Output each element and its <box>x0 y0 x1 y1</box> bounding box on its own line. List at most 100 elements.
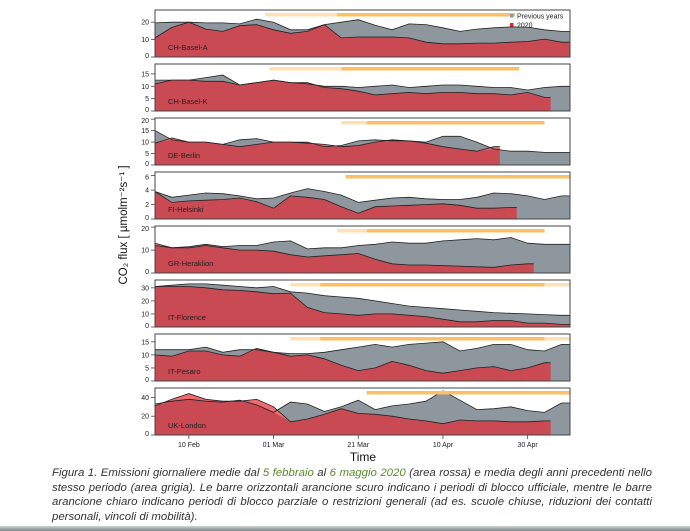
partial-restriction-bar <box>337 229 367 233</box>
y2020-area <box>155 245 534 273</box>
site-label: CH-Basel-K <box>168 97 208 106</box>
plot-area <box>155 13 570 57</box>
y2020-line <box>155 79 551 98</box>
y2020-area <box>155 399 551 435</box>
previous-years-line <box>155 341 570 354</box>
x-tick-label: 21 Mar <box>347 442 369 449</box>
site-label: UK-London <box>168 421 206 430</box>
y-tick-label: 10 <box>141 37 149 44</box>
panel-frame <box>154 333 571 382</box>
y-tick-label: 20 <box>141 298 149 305</box>
partial-restriction-bar <box>544 283 570 287</box>
site-label: DE-Berlin <box>168 151 200 160</box>
y-tick-label: 0 <box>145 107 149 114</box>
legend: Previous years 2020 <box>510 14 564 30</box>
lockdown-bar <box>341 67 520 71</box>
y-tick-label: 10 <box>141 248 149 255</box>
y-tick-label: 0 <box>145 269 149 276</box>
plot-area <box>155 67 570 111</box>
plot-area <box>155 175 570 219</box>
panel-frame <box>154 279 571 328</box>
y-tick-label: 0 <box>145 53 149 60</box>
y2020-area <box>155 22 570 57</box>
plot-area <box>155 390 570 435</box>
caption-text: (area rossa) e media degli anni preceden… <box>52 467 652 523</box>
panel-frame <box>154 117 571 166</box>
panel-frame <box>154 63 571 112</box>
y2020-area <box>155 349 551 381</box>
page-divider <box>0 526 690 531</box>
plot-area <box>155 121 570 165</box>
previous-years-line <box>155 188 570 203</box>
panel-uk-london: UK-London 0 20 40 <box>141 387 571 438</box>
x-axis-label: Time <box>350 450 377 464</box>
panel-gr-heraklion: GR-Heraklion 0 10 20 <box>141 225 571 276</box>
y-axis-label: CO₂ flux [ µmolm⁻²s⁻¹ ] <box>118 165 130 284</box>
y-tick-label: 15 <box>141 71 149 78</box>
y-tick-label: 10 <box>141 84 149 91</box>
caption-text: al <box>313 467 330 479</box>
y-tick-label: 4 <box>145 188 149 195</box>
y2020-area <box>155 139 500 165</box>
partial-restriction-bar <box>544 337 570 341</box>
partial-restriction-bar <box>269 67 342 71</box>
legend-swatch <box>510 23 514 27</box>
y2020-line <box>155 191 517 214</box>
x-tick-label: 01 Mar <box>263 442 285 449</box>
panel-de-berlin: DE-Berlin 0 5 10 15 20 <box>141 117 571 168</box>
site-label: CH-Basel-A <box>168 43 208 52</box>
panel-ch-basel-a: CH-Basel-A 0 10 20 Previous years 2020 <box>141 9 571 60</box>
panel-frame <box>154 387 571 436</box>
previous-years-line <box>155 18 570 32</box>
y-tick-label: 10 <box>141 311 149 318</box>
y-tick-label: 40 <box>141 395 149 402</box>
site-label: IT-Pesaro <box>168 367 201 376</box>
y-tick-label: 10 <box>141 140 149 147</box>
plot-area <box>155 337 570 381</box>
y2020-area <box>155 286 570 327</box>
panel-it-pesaro: IT-Pesaro 0 5 10 15 <box>141 333 571 384</box>
y2020-line <box>155 21 570 45</box>
legend-swatch <box>510 14 514 18</box>
panel-it-florence: IT-Florence 0 10 20 30 <box>141 279 571 330</box>
y2020-line <box>155 347 551 374</box>
x-tick-label: 10 Feb <box>178 442 200 449</box>
caption-date-to: 6 maggio 2020 <box>329 467 406 479</box>
previous-years-line <box>155 390 570 413</box>
y-tick-label: 10 <box>141 352 149 359</box>
y2020-area <box>155 191 517 219</box>
previous-years-line <box>155 283 570 316</box>
y-tick-label: 15 <box>141 128 149 135</box>
panel-fi-helsinki: FI-Helsinki 0 2 4 6 <box>145 171 571 222</box>
x-tick-label: 30 Apr <box>518 442 539 449</box>
lockdown-bar <box>337 13 515 17</box>
panel-frame <box>154 9 571 58</box>
y-tick-label: 20 <box>141 414 149 421</box>
lockdown-bar <box>366 121 545 125</box>
y2020-line <box>155 286 570 325</box>
y2020-line <box>155 242 534 268</box>
panel-ch-basel-k: CH-Basel-K 0 5 10 15 <box>141 63 571 114</box>
previous-years-line <box>155 74 570 91</box>
lockdown-bar <box>345 175 570 179</box>
legend-label: 2020 <box>517 23 533 30</box>
lockdown-bar <box>320 283 545 287</box>
partial-restriction-bar <box>290 283 321 287</box>
y-tick-label: 2 <box>145 202 149 209</box>
x-tick-label: 10 Apr <box>433 442 454 449</box>
site-label: IT-Florence <box>168 313 206 322</box>
lockdown-bar <box>366 229 545 233</box>
partial-restriction-bar <box>265 13 338 17</box>
partial-restriction-bar <box>341 121 367 125</box>
y-tick-label: 15 <box>141 339 149 346</box>
y-tick-label: 0 <box>145 323 149 330</box>
legend-label: Previous years <box>517 14 564 21</box>
plot-area <box>155 283 570 327</box>
plot-area <box>155 229 570 273</box>
y-tick-label: 5 <box>145 96 149 103</box>
y-tick-label: 20 <box>141 20 149 27</box>
y-tick-label: 5 <box>145 365 149 372</box>
y-tick-label: 0 <box>145 161 149 168</box>
y-tick-label: 0 <box>145 377 149 384</box>
